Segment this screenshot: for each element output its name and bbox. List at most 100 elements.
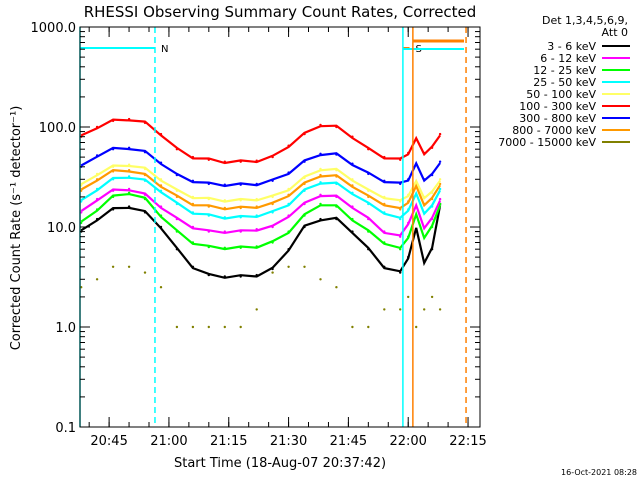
data-point bbox=[430, 146, 434, 149]
data-point bbox=[159, 184, 163, 187]
data-point bbox=[239, 230, 242, 233]
data-point bbox=[271, 225, 274, 229]
data-point bbox=[438, 160, 442, 163]
data-point bbox=[255, 245, 258, 248]
data-point bbox=[111, 170, 115, 173]
y-tick-label: 100.0 bbox=[39, 121, 76, 136]
data-point bbox=[143, 121, 147, 125]
data-point bbox=[111, 178, 115, 181]
data-point bbox=[383, 179, 386, 182]
data-point bbox=[415, 163, 418, 166]
data-point bbox=[399, 308, 402, 311]
data-point bbox=[287, 171, 290, 174]
data-point bbox=[423, 178, 426, 181]
data-point bbox=[430, 217, 434, 221]
data-point bbox=[223, 206, 226, 210]
data-point bbox=[207, 214, 210, 217]
x-tick-label: 21:45 bbox=[330, 434, 367, 449]
data-point bbox=[303, 189, 306, 192]
data-point bbox=[383, 265, 386, 268]
data-point bbox=[399, 248, 402, 251]
data-point bbox=[127, 163, 131, 166]
data-point bbox=[127, 146, 131, 149]
data-point bbox=[383, 230, 386, 233]
legend-label: 7000 - 15000 keV bbox=[498, 136, 596, 149]
data-point bbox=[303, 182, 306, 186]
data-point bbox=[407, 200, 410, 203]
data-point bbox=[255, 159, 258, 162]
data-point bbox=[399, 271, 402, 274]
series-line-3-6-keV bbox=[80, 205, 442, 279]
data-point bbox=[415, 205, 418, 208]
data-point bbox=[191, 241, 195, 244]
data-point bbox=[127, 175, 131, 178]
data-point bbox=[127, 191, 131, 194]
data-point bbox=[423, 225, 426, 229]
data-point bbox=[319, 217, 322, 221]
data-point bbox=[95, 278, 99, 281]
data-point bbox=[255, 228, 258, 231]
data-point bbox=[191, 325, 195, 329]
footer-timestamp: 16-Oct-2021 08:28 bbox=[561, 468, 637, 477]
data-point bbox=[399, 182, 402, 186]
legend-label: 25 - 50 keV bbox=[533, 76, 596, 89]
data-point bbox=[207, 273, 210, 277]
data-point bbox=[223, 216, 226, 219]
data-point bbox=[423, 195, 426, 199]
data-point bbox=[159, 225, 163, 229]
data-point bbox=[399, 235, 402, 238]
data-point bbox=[223, 325, 226, 329]
data-point bbox=[383, 195, 386, 199]
series-line-6-12-keV bbox=[80, 188, 442, 237]
data-point bbox=[335, 182, 338, 186]
data-point bbox=[335, 153, 338, 156]
data-point bbox=[271, 202, 274, 206]
data-point bbox=[127, 187, 131, 191]
data-point bbox=[367, 172, 370, 176]
data-point bbox=[191, 195, 195, 199]
data-point bbox=[271, 155, 274, 159]
data-point bbox=[175, 202, 179, 206]
data-point bbox=[271, 271, 274, 274]
data-point bbox=[239, 206, 242, 210]
data-point bbox=[319, 152, 322, 155]
data-point bbox=[287, 144, 290, 147]
series-line-800-7000-keV bbox=[80, 168, 442, 211]
data-point bbox=[287, 187, 290, 191]
data-point bbox=[430, 248, 434, 251]
x-tick-label: 21:15 bbox=[210, 434, 247, 449]
data-point bbox=[367, 195, 370, 199]
data-point bbox=[223, 160, 226, 163]
data-point bbox=[159, 189, 163, 192]
data-point bbox=[207, 205, 210, 208]
data-point bbox=[207, 197, 210, 201]
data-point bbox=[143, 173, 147, 177]
data-point bbox=[255, 205, 258, 208]
data-point bbox=[423, 211, 426, 214]
data-point bbox=[175, 195, 179, 199]
x-tick-label: 20:45 bbox=[90, 434, 127, 449]
data-point bbox=[111, 208, 115, 211]
data-point bbox=[191, 225, 195, 229]
data-point bbox=[438, 308, 442, 311]
data-point bbox=[143, 167, 147, 171]
data-point bbox=[319, 167, 322, 171]
data-point bbox=[351, 162, 354, 165]
series-line-100-300-keV bbox=[80, 118, 441, 165]
data-point bbox=[351, 230, 354, 233]
y-tick-label: 1.0 bbox=[55, 321, 76, 336]
data-point bbox=[271, 241, 274, 244]
data-point bbox=[127, 265, 131, 268]
data-point bbox=[415, 214, 418, 217]
data-point bbox=[271, 267, 274, 271]
data-point bbox=[430, 197, 434, 201]
data-point bbox=[367, 230, 370, 233]
data-point bbox=[255, 308, 258, 311]
data-point bbox=[271, 179, 274, 182]
data-point bbox=[207, 158, 210, 161]
y-axis-label: Corrected Count Rate (s⁻¹ detector⁻¹) bbox=[9, 106, 24, 351]
data-point bbox=[319, 202, 322, 206]
data-point bbox=[335, 175, 338, 178]
